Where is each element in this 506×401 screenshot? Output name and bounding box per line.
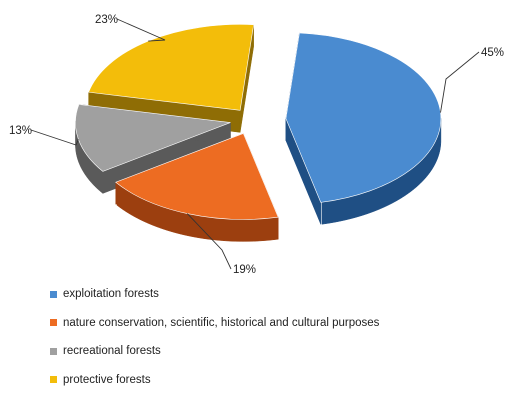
legend-item-exploitation-forests: exploitation forests: [50, 287, 500, 301]
pie-slice-top: [75, 104, 231, 172]
leader-line: [186, 213, 232, 270]
pie-chart-svg: 45% 19% 13% 23%: [9, 14, 504, 276]
legend-label: recreational forests: [63, 345, 161, 357]
leader-line: [440, 51, 480, 113]
data-label-exploitation-forests: 45%: [481, 47, 504, 59]
data-label-nature-conservation: 19%: [233, 264, 256, 276]
legend-swatch: [50, 376, 57, 383]
legend-swatch: [50, 290, 57, 298]
legend-label: exploitation forests: [63, 288, 159, 300]
legend-swatch: [50, 347, 57, 355]
data-label-protective-forests: 23%: [95, 14, 118, 26]
legend-item-nature-conservation: nature conservation, scientific, histori…: [50, 316, 500, 330]
pie-labels: 45% 19% 13% 23%: [9, 14, 504, 276]
pie-slice-nature-conservation: [115, 133, 279, 242]
pie-slice-top: [115, 133, 279, 220]
pie-chart: 45% 19% 13% 23% exploitation forests nature…: [9, 14, 504, 386]
legend-swatch: [50, 319, 57, 326]
legend-label: nature conservation, scientific, histori…: [63, 316, 380, 329]
pie-slice-exploitation-forests: [285, 32, 442, 225]
pie-slice-top: [88, 24, 254, 111]
legend-item-recreational-forests: recreational forests: [50, 344, 500, 358]
pie-slices: [75, 24, 442, 242]
legend-label: protective forests: [63, 373, 151, 386]
leader-line: [116, 18, 166, 42]
legend-item-protective-forests: protective forests: [50, 373, 500, 387]
data-label-recreational-forests: 13%: [9, 125, 32, 137]
leader-line: [30, 129, 79, 146]
chart-legend: exploitation forests nature conservation…: [50, 287, 500, 401]
